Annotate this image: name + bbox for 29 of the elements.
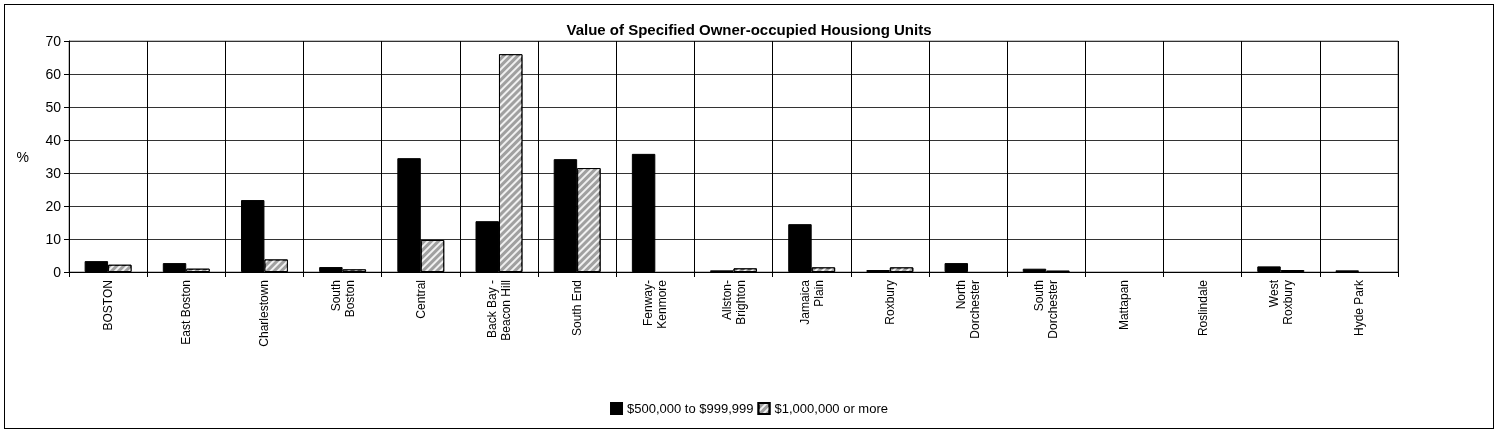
y-tick-label: 70: [45, 33, 62, 49]
y-tick-label: 30: [45, 165, 62, 181]
x-tick-label: South Dorchester: [1032, 280, 1061, 339]
y-tick-label: 60: [45, 66, 62, 82]
x-tick-label: Back Bay - Beacon Hill: [484, 280, 513, 341]
x-tick-label: Fenway-Kenmore: [641, 279, 670, 329]
y-tick-label: 20: [45, 198, 62, 214]
x-tick-label: Charlestown: [257, 280, 272, 347]
y-tick-label: 10: [45, 231, 62, 247]
x-tick-label: BOSTON: [101, 280, 116, 331]
x-tick-label: South End: [570, 280, 585, 337]
x-tick-label: East Boston: [179, 280, 194, 345]
chart-title: Value of Specified Owner-occupied Housiong Units: [566, 21, 932, 38]
y-tick-label: 0: [53, 264, 62, 280]
x-tick-label: South Boston: [328, 280, 357, 318]
x-tick-label: Roslindale: [1195, 279, 1210, 337]
x-tick-label: West Roxbury: [1266, 279, 1295, 325]
legend-label: $500,000 to $999,999: [627, 401, 754, 416]
y-axis-title: %: [16, 148, 29, 165]
y-tick-label: 50: [45, 99, 62, 115]
legend-label: $1,000,000 or more: [774, 401, 888, 416]
x-tick-label: Mattapan: [1117, 280, 1132, 331]
x-tick-label: Central: [413, 280, 428, 319]
x-tick-label: Roxbury: [882, 280, 897, 325]
x-tick-label: Jamaica Plain: [797, 279, 826, 325]
x-tick-label: North Dorchester: [954, 280, 983, 339]
x-tick-label: Allston-Brighton: [719, 280, 748, 325]
y-tick-label: 40: [45, 132, 62, 148]
x-tick-label: Hyde Park: [1351, 279, 1366, 337]
